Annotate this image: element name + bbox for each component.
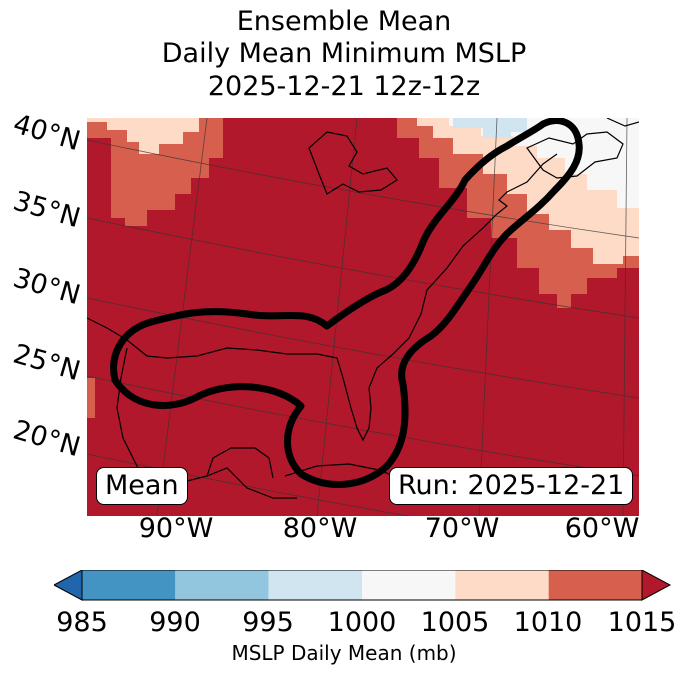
pressure-fill-1010-northwest [87,118,223,226]
colorbar-tick-1015: 1015 [607,607,677,638]
title-line-3: 2025-12-21 12z-12z [207,71,481,102]
colorbar-bin-1000-1005 [362,570,456,600]
title-line-1: Ensemble Mean [236,6,452,37]
lon-label-90w: 90°W [138,513,214,544]
coastline-maritimes [526,131,624,179]
coastline-great-lakes [308,131,398,195]
pressure-fill-995-patch [453,118,527,138]
colorbar-bin-1005-1010 [455,570,549,600]
pressure-fill-1010-southwest [87,378,95,418]
coastline-gulf [87,153,558,442]
colorbar-bin-990-995 [175,570,269,600]
colorbar-bin-985-990 [82,570,176,600]
lat-label-30: 30°N [9,262,84,312]
contour-outline [110,118,583,488]
colorbar-tick-1010: 1010 [513,607,583,638]
colorbar-frame [81,570,643,601]
colorbar [54,570,672,601]
lon-label-80w: 80°W [282,513,358,544]
colorbar-label: MSLP Daily Mean (mb) [231,641,457,665]
title-line-2: Daily Mean Minimum MSLP [161,38,527,69]
lon-label-60w: 60°W [564,513,640,544]
lat-label-25: 25°N [9,338,84,388]
lon-label-70w: 70°W [424,513,500,544]
lat-label-40: 40°N [9,108,84,158]
pressure-fill-1000-northeast [449,118,639,208]
lat-label-20: 20°N [9,414,84,464]
map-panel [87,118,639,516]
colorbar-under-arrow [54,570,83,601]
lat-label-35: 35°N [9,185,84,235]
panel-label-box: Mean [96,467,188,505]
colorbar-tick-1000: 1000 [327,607,397,638]
colorbar-bin-1010-1015 [548,570,642,600]
pressure-fill-1005-northwest [87,118,199,154]
colorbar-bin-995-1000 [268,570,362,600]
coastline-newfoundland [606,118,639,127]
colorbar-tick-985: 985 [56,607,108,638]
colorbar-tick-990: 990 [149,607,201,638]
colorbar-over-arrow [641,570,672,601]
colorbar-tick-995: 995 [242,607,294,638]
colorbar-tick-1005: 1005 [420,607,490,638]
coastline-yucatan [206,447,274,479]
run-label-box: Run: 2025-12-21 [389,467,634,505]
